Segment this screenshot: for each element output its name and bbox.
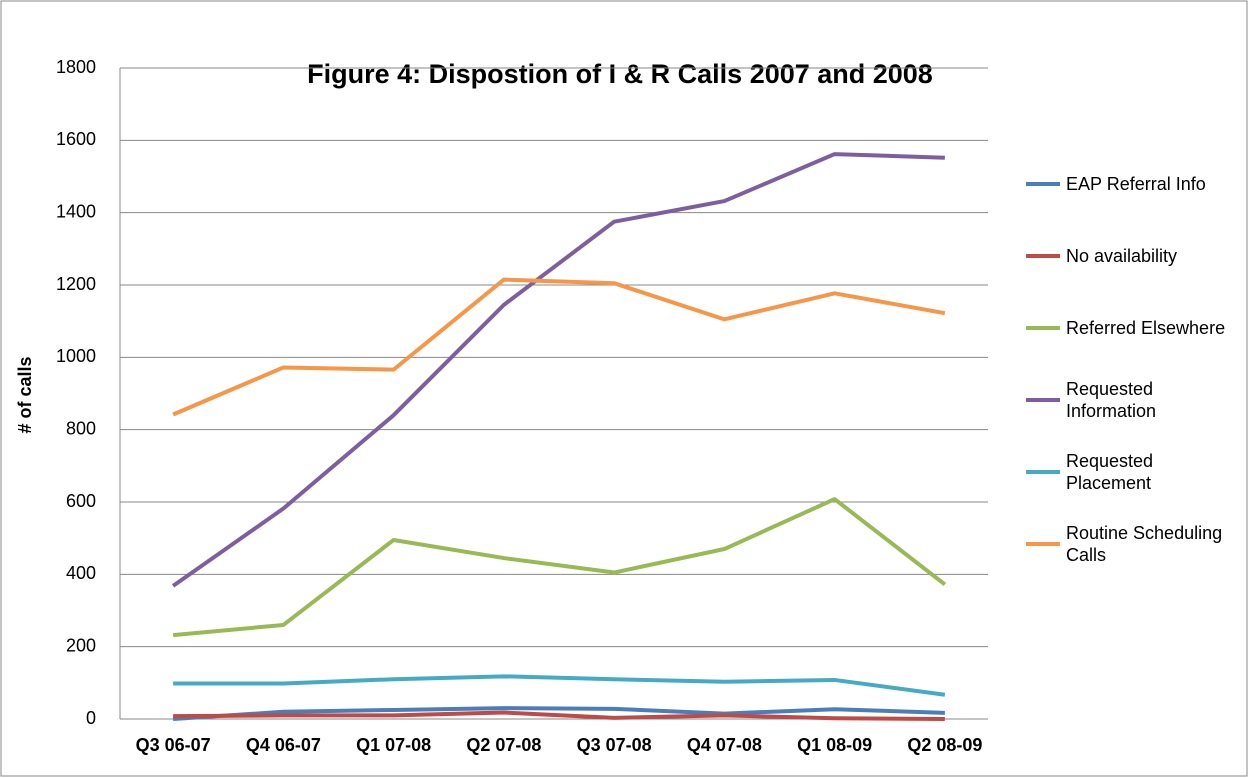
x-tick-label: Q2 08-09 bbox=[907, 735, 982, 755]
y-tick-label: 1000 bbox=[56, 346, 96, 366]
y-tick-label: 1800 bbox=[56, 57, 96, 77]
legend-label: Requested Placement bbox=[1066, 451, 1154, 493]
legend-swatch bbox=[1026, 398, 1060, 402]
legend-swatch bbox=[1026, 470, 1060, 474]
x-tick-label: Q2 07-08 bbox=[466, 735, 541, 755]
legend-swatch bbox=[1026, 182, 1060, 186]
y-tick-label: 600 bbox=[66, 491, 96, 511]
legend-item: Referred Elsewhere bbox=[1026, 317, 1246, 339]
series-line bbox=[172, 706, 945, 721]
legend-swatch bbox=[1026, 542, 1060, 546]
y-tick-label: 200 bbox=[66, 635, 96, 655]
x-tick-label: Q3 07-08 bbox=[577, 735, 652, 755]
legend-label: Routine Scheduling Calls bbox=[1066, 523, 1223, 565]
legend-label: Requested Information bbox=[1066, 379, 1157, 421]
legend-item: Requested Information bbox=[1026, 378, 1246, 422]
y-tick-label: 400 bbox=[66, 563, 96, 583]
legend-item: Routine Scheduling Calls bbox=[1026, 522, 1246, 566]
series-line bbox=[171, 152, 945, 588]
legend: EAP Referral Info No availability Referred… bbox=[1026, 0, 1246, 778]
legend-label: Referred Elsewhere bbox=[1066, 318, 1226, 338]
y-tick-label: 1600 bbox=[56, 129, 96, 149]
series-line bbox=[172, 497, 947, 638]
x-tick-label: Q1 08-09 bbox=[797, 735, 872, 755]
y-axis-label: # of calls bbox=[15, 356, 35, 433]
y-tick-label: 800 bbox=[66, 418, 96, 438]
legend-label: EAP Referral Info bbox=[1066, 174, 1206, 194]
legend-item: EAP Referral Info bbox=[1026, 173, 1246, 195]
y-tick-label: 1200 bbox=[56, 274, 96, 294]
x-tick-label: Q4 07-08 bbox=[687, 735, 762, 755]
x-tick-label: Q1 07-08 bbox=[356, 735, 431, 755]
series-line bbox=[173, 674, 946, 697]
legend-swatch bbox=[1026, 254, 1060, 258]
legend-label: No availability bbox=[1066, 246, 1178, 266]
y-tick-label: 1400 bbox=[56, 201, 96, 221]
legend-swatch bbox=[1026, 326, 1060, 330]
legend-item: No availability bbox=[1026, 245, 1246, 267]
x-tick-label: Q4 06-07 bbox=[246, 735, 321, 755]
x-tick-label: Q3 06-07 bbox=[136, 735, 211, 755]
series-line bbox=[172, 277, 946, 417]
series-line bbox=[173, 710, 945, 721]
y-tick-label: 0 bbox=[86, 708, 96, 728]
legend-item: Requested Placement bbox=[1026, 450, 1246, 494]
chart-title: Figure 4: Dispostion of I & R Calls 2007… bbox=[307, 59, 933, 89]
